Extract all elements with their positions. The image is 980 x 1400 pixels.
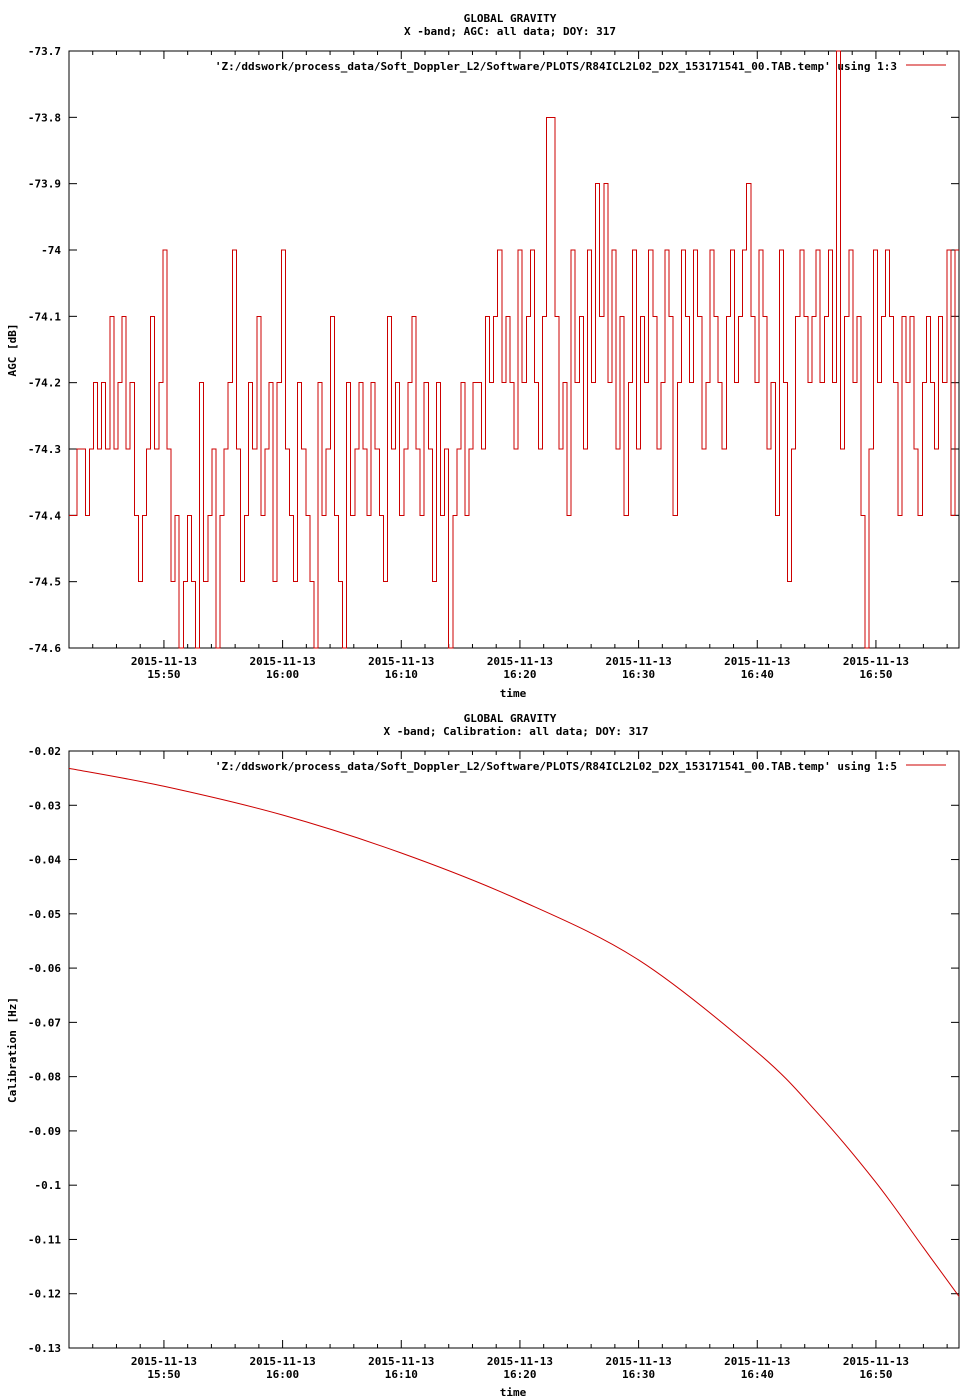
- calibration-plot-frame: [68, 750, 960, 1349]
- calibration-y-tick-label: -0.02: [28, 745, 61, 758]
- calibration-x-axis-label: time: [500, 1386, 527, 1399]
- calibration-series-line: [68, 767, 960, 1297]
- agc-x-axis-label: time: [500, 687, 527, 700]
- agc-y-tick-label: -73.7: [28, 45, 61, 58]
- agc-y-tick-label: -74.2: [28, 377, 61, 390]
- calibration-y-tick-label: -0.12: [28, 1288, 61, 1301]
- agc-y-tick-label: -74.6: [28, 642, 61, 655]
- calibration-x-tick-time: 16:50: [859, 1368, 892, 1381]
- calibration-chart: GLOBAL GRAVITY X -band; Calibration: all…: [6, 712, 960, 1399]
- calibration-legend-label: 'Z:/ddswork/process_data/Soft_Doppler_L2…: [215, 760, 897, 773]
- calibration-x-tick-date: 2015-11-13: [131, 1355, 197, 1368]
- calibration-x-tick-time: 15:50: [147, 1368, 180, 1381]
- calibration-y-axis-label: Calibration [Hz]: [6, 997, 19, 1103]
- calibration-y-axis: -0.02 -0.03 -0.04 -0.05 -0.06 -0.07 -0.08 -0.09…: [28, 745, 959, 1355]
- agc-x-tick-time: 15:50: [147, 668, 180, 681]
- agc-y-axis-label: AGC [dB]: [6, 324, 19, 377]
- agc-plot-frame: [68, 50, 960, 649]
- agc-legend-label: 'Z:/ddswork/process_data/Soft_Doppler_L2…: [215, 60, 897, 73]
- calibration-y-tick-label: -0.05: [28, 908, 61, 921]
- calibration-y-tick-label: -0.03: [28, 799, 61, 812]
- agc-series-line: [69, 50, 959, 649]
- calibration-y-tick-label: -0.08: [28, 1071, 61, 1084]
- calibration-y-tick-label: -0.1: [35, 1179, 62, 1192]
- calibration-y-tick-label: -0.06: [28, 962, 61, 975]
- agc-y-tick-label: -74.5: [28, 576, 61, 589]
- agc-y-tick-label: -74.3: [28, 443, 61, 456]
- calibration-x-tick-time: 16:30: [622, 1368, 655, 1381]
- agc-x-tick-date: 2015-11-13: [131, 655, 197, 668]
- agc-x-tick-time: 16:00: [266, 668, 299, 681]
- agc-x-tick-date: 2015-11-13: [249, 655, 315, 668]
- calibration-x-tick-date: 2015-11-13: [249, 1355, 315, 1368]
- calibration-x-tick-time: 16:00: [266, 1368, 299, 1381]
- agc-chart-title: GLOBAL GRAVITY: [464, 12, 557, 25]
- calibration-y-tick-label: -0.13: [28, 1342, 61, 1355]
- calibration-chart-title: GLOBAL GRAVITY: [464, 712, 557, 725]
- calibration-x-tick-date: 2015-11-13: [368, 1355, 434, 1368]
- agc-y-tick-label: -74: [41, 244, 61, 257]
- calibration-x-tick-date: 2015-11-13: [487, 1355, 553, 1368]
- calibration-x-tick-time: 16:20: [503, 1368, 536, 1381]
- agc-y-tick-label: -74.1: [28, 310, 61, 323]
- agc-x-tick-time: 16:40: [741, 668, 774, 681]
- agc-x-tick-time: 16:20: [503, 668, 536, 681]
- agc-x-tick-time: 16:50: [859, 668, 892, 681]
- agc-chart-subtitle: X -band; AGC: all data; DOY: 317: [404, 25, 616, 38]
- calibration-x-tick-date: 2015-11-13: [843, 1355, 909, 1368]
- calibration-x-tick-time: 16:10: [385, 1368, 418, 1381]
- agc-x-axis: 2015-11-1315:502015-11-1316:002015-11-13…: [68, 51, 948, 681]
- calibration-x-tick-date: 2015-11-13: [724, 1355, 790, 1368]
- agc-x-tick-date: 2015-11-13: [843, 655, 909, 668]
- agc-chart: GLOBAL GRAVITY X -band; AGC: all data; D…: [6, 12, 960, 700]
- agc-x-tick-date: 2015-11-13: [487, 655, 553, 668]
- agc-x-tick-time: 16:10: [385, 668, 418, 681]
- calibration-y-tick-label: -0.09: [28, 1125, 61, 1138]
- agc-x-tick-time: 16:30: [622, 668, 655, 681]
- calibration-legend: 'Z:/ddswork/process_data/Soft_Doppler_L2…: [215, 760, 946, 773]
- calibration-x-axis: 2015-11-1315:502015-11-1316:002015-11-13…: [68, 751, 948, 1381]
- agc-y-tick-label: -73.8: [28, 111, 61, 124]
- calibration-x-tick-time: 16:40: [741, 1368, 774, 1381]
- agc-x-tick-date: 2015-11-13: [605, 655, 671, 668]
- agc-x-tick-date: 2015-11-13: [724, 655, 790, 668]
- calibration-y-tick-label: -0.07: [28, 1016, 61, 1029]
- agc-x-tick-date: 2015-11-13: [368, 655, 434, 668]
- agc-y-tick-label: -74.4: [28, 509, 61, 522]
- calibration-y-tick-label: -0.04: [28, 854, 61, 867]
- agc-y-tick-label: -73.9: [28, 178, 61, 191]
- calibration-chart-subtitle: X -band; Calibration: all data; DOY: 317: [384, 725, 649, 738]
- calibration-y-tick-label: -0.11: [28, 1233, 61, 1246]
- agc-legend: 'Z:/ddswork/process_data/Soft_Doppler_L2…: [215, 60, 946, 73]
- calibration-x-tick-date: 2015-11-13: [605, 1355, 671, 1368]
